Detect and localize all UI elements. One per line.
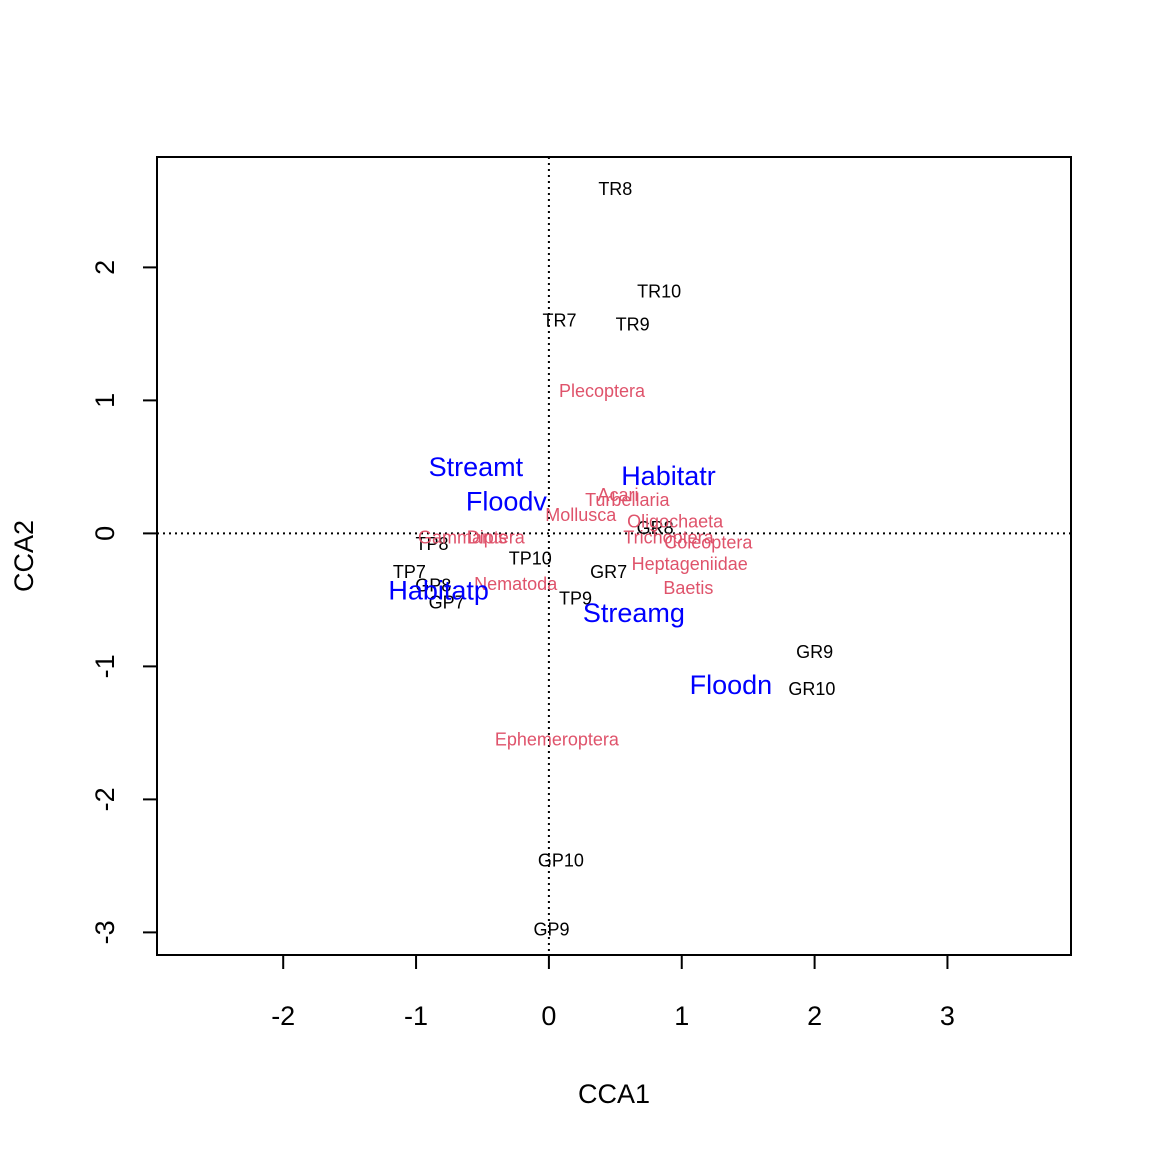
site-label: GP10 [538, 851, 584, 871]
site-label: TP7 [393, 562, 426, 582]
x-tick-label: 2 [807, 1001, 822, 1031]
points-layer: TR8 TR10 TR7 TR9 GR8 TP8 TP10 TP7 GR7 GP8 TP9 GP7 GR… [388, 179, 835, 940]
site-label: TR10 [637, 281, 681, 301]
env-variable-label: Streamt [429, 452, 524, 482]
x-tick-label: 1 [674, 1001, 689, 1031]
site-label: TR7 [543, 311, 577, 331]
species-label: Oligochaeta [627, 511, 724, 531]
y-tick-label: 1 [90, 393, 120, 408]
site-label: TP9 [559, 589, 592, 609]
site-label: GP8 [415, 575, 451, 595]
series-environment: Streamt Habitatr Floodv Habitatp Streamg Floo… [388, 452, 772, 700]
site-label: GR8 [637, 518, 674, 538]
species-label: Heptageniidae [632, 554, 748, 574]
species-label: Plecoptera [559, 381, 646, 401]
site-label: GR7 [590, 562, 627, 582]
y-tick-label: -2 [90, 787, 120, 811]
species-label: Acari [597, 485, 638, 505]
site-label: TP8 [415, 534, 448, 554]
x-axis: -2 -1 0 1 2 3 [271, 954, 955, 1031]
y-tick-label: 2 [90, 260, 120, 275]
y-axis-title: CCA2 [9, 520, 39, 592]
site-label: GR9 [796, 642, 833, 662]
site-label: TR8 [598, 179, 632, 199]
x-tick-label: -2 [271, 1001, 295, 1031]
y-tick-label: -1 [90, 654, 120, 678]
species-label: Mollusca [545, 505, 617, 525]
env-variable-label: Habitatr [621, 461, 716, 491]
site-label: TP10 [509, 549, 552, 569]
x-tick-label: 3 [940, 1001, 955, 1031]
species-label: Diptera [467, 527, 526, 547]
site-label: GP9 [534, 920, 570, 940]
species-label: Gammarus [418, 527, 507, 547]
site-label: GP7 [429, 593, 465, 613]
x-tick-label: 0 [541, 1001, 556, 1031]
series-sites: TR8 TR10 TR7 TR9 GR8 TP8 TP10 TP7 GR7 GP8 TP9 GP7 GR… [393, 179, 836, 940]
y-tick-label: -3 [90, 920, 120, 944]
env-variable-label: Floodv [466, 486, 548, 516]
reference-lines [157, 157, 1071, 955]
x-axis-title: CCA1 [578, 1079, 650, 1109]
species-label: Ephemeroptera [495, 730, 620, 750]
species-label: Baetis [663, 578, 713, 598]
env-variable-label: Habitatp [388, 576, 489, 606]
species-label: Trichoptera [623, 527, 714, 547]
x-tick-label: -1 [404, 1001, 428, 1031]
y-axis: -3 -2 -1 0 1 2 [90, 260, 158, 944]
y-tick-label: 0 [90, 526, 120, 541]
species-label: Turbellaria [585, 490, 670, 510]
env-variable-label: Streamg [583, 598, 685, 628]
site-label: GR10 [788, 679, 835, 699]
site-label: TR9 [616, 315, 650, 335]
species-label: Coleoptera [664, 533, 753, 553]
species-label: Nematoda [474, 574, 558, 594]
env-variable-label: Floodn [690, 670, 773, 700]
